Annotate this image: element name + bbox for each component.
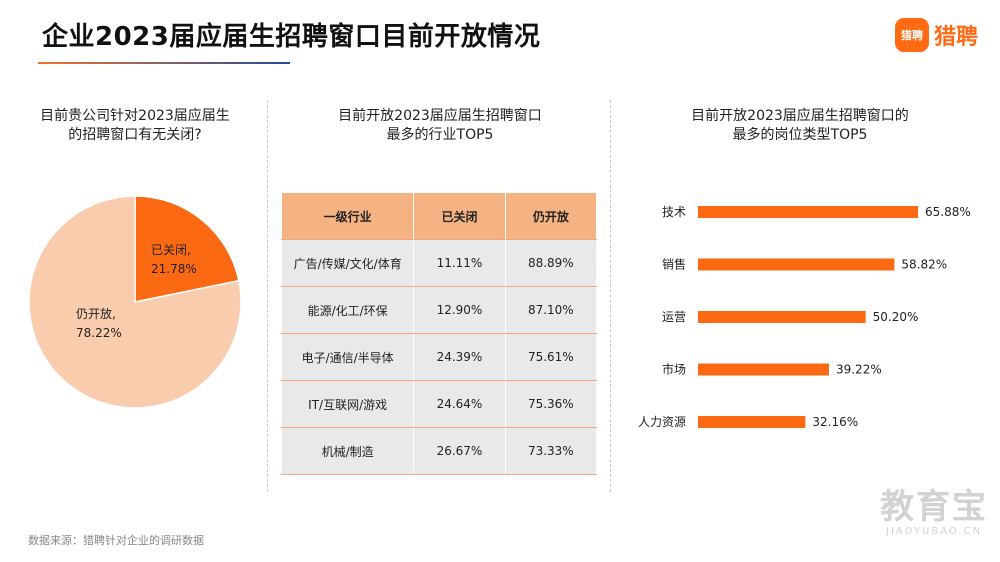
pie-label-open: 仍开放, 78.22%	[76, 305, 122, 343]
section-divider-left	[267, 100, 268, 492]
job-type-bar-chart: 技术 65.88% 销售 58.82% 运营 50.20% 市场 39.22% 人力资源 32.1…	[638, 205, 971, 429]
bar-title-line2: 最多的岗位类型TOP5	[732, 127, 868, 143]
liepin-logo: 猎聘 猎聘	[894, 18, 978, 52]
table-cell-closed: 24.39%	[413, 333, 506, 381]
bar-value-label: 32.16%	[812, 415, 858, 429]
table-cell-open: 87.10%	[504, 286, 598, 334]
pie-title-line2: 的招聘窗口有无关闭?	[68, 127, 202, 143]
pie-slice-open	[28, 195, 242, 409]
bar-mark	[698, 258, 895, 271]
table-cell-closed: 12.90%	[413, 286, 506, 334]
table-cell-open: 75.36%	[504, 380, 598, 428]
bar-mark	[698, 363, 829, 376]
bar-category-label: 人力资源	[638, 415, 686, 429]
data-source-note: 数据来源：猎聘针对企业的调研数据	[28, 534, 204, 547]
pie-closed-label: 已关闭,	[151, 243, 191, 257]
bar-category-label: 市场	[662, 362, 686, 377]
bar-value-label: 65.88%	[925, 205, 971, 219]
bar-category-label: 销售	[662, 257, 686, 272]
table-cell-industry: 广告/传媒/文化/体育	[280, 239, 415, 287]
table-cell-open: 73.33%	[504, 427, 598, 475]
table-row: 电子/通信/半导体 24.39% 75.61%	[280, 333, 598, 381]
pie-section-title: 目前贵公司针对2023届应届生 的招聘窗口有无关闭?	[20, 107, 250, 145]
watermark-main: 教育宝	[880, 487, 988, 527]
table-cell-industry: 电子/通信/半导体	[280, 333, 415, 381]
table-cell-closed: 26.67%	[413, 427, 506, 475]
watermark-sub: JIAOYUBAO.CN	[886, 526, 982, 537]
table-cell-industry: IT/互联网/游戏	[280, 380, 415, 428]
pie-slice-closed	[134, 195, 240, 303]
page-title: 企业2023届应届生招聘窗口目前开放情况	[42, 22, 541, 52]
title-underline	[38, 62, 290, 64]
table-row: 广告/传媒/文化/体育 11.11% 88.89%	[280, 239, 598, 287]
bar-category-label: 运营	[662, 310, 686, 324]
pie-label-closed: 已关闭, 21.78%	[151, 241, 197, 279]
table-row: IT/互联网/游戏 24.64% 75.36%	[280, 380, 598, 428]
bar-value-label: 50.20%	[873, 310, 919, 324]
liepin-logo-text: 猎聘	[933, 25, 978, 50]
bar-mark	[698, 206, 918, 218]
pie-open-label: 仍开放,	[76, 307, 116, 321]
pie-title-line1: 目前贵公司针对2023届应届生	[40, 108, 230, 124]
table-header-industry: 一级行业	[280, 192, 415, 240]
bar-category-label: 技术	[662, 205, 686, 219]
liepin-logo-icon: 猎聘	[894, 18, 929, 52]
table-header-row: 一级行业 已关闭 仍开放	[280, 192, 598, 240]
table-cell-industry: 机械/制造	[280, 427, 415, 475]
table-cell-industry: 能源/化工/环保	[280, 286, 415, 334]
table-cell-open: 88.89%	[504, 239, 598, 287]
bar-section-title: 目前开放2023届应届生招聘窗口的 最多的岗位类型TOP5	[650, 107, 950, 145]
table-row: 机械/制造 26.67% 73.33%	[280, 427, 598, 475]
pie-chart	[28, 195, 242, 409]
table-cell-closed: 11.11%	[413, 239, 506, 287]
section-divider-right	[610, 100, 611, 492]
bar-mark	[698, 416, 806, 428]
table-header-open: 仍开放	[504, 192, 598, 240]
table-section-title: 目前开放2023届应届生招聘窗口 最多的行业TOP5	[300, 107, 580, 145]
bar-title-line1: 目前开放2023届应届生招聘窗口的	[691, 108, 909, 124]
industry-table: 一级行业 已关闭 仍开放 广告/传媒/文化/体育 11.11% 88.89% 能…	[280, 192, 598, 475]
pie-open-value: 78.22%	[76, 326, 122, 340]
watermark: 教育宝 JIAOYUBAO.CN	[880, 488, 988, 537]
table-cell-closed: 24.64%	[413, 380, 506, 428]
table-title-line2: 最多的行业TOP5	[386, 127, 494, 143]
bar-mark	[698, 311, 866, 323]
bar-value-label: 39.22%	[836, 363, 882, 377]
table-cell-open: 75.61%	[504, 333, 598, 381]
pie-closed-value: 21.78%	[151, 262, 197, 276]
table-row: 能源/化工/环保 12.90% 87.10%	[280, 286, 598, 334]
bar-value-label: 58.82%	[901, 258, 947, 272]
table-title-line1: 目前开放2023届应届生招聘窗口	[338, 108, 542, 124]
table-header-closed: 已关闭	[413, 192, 506, 240]
